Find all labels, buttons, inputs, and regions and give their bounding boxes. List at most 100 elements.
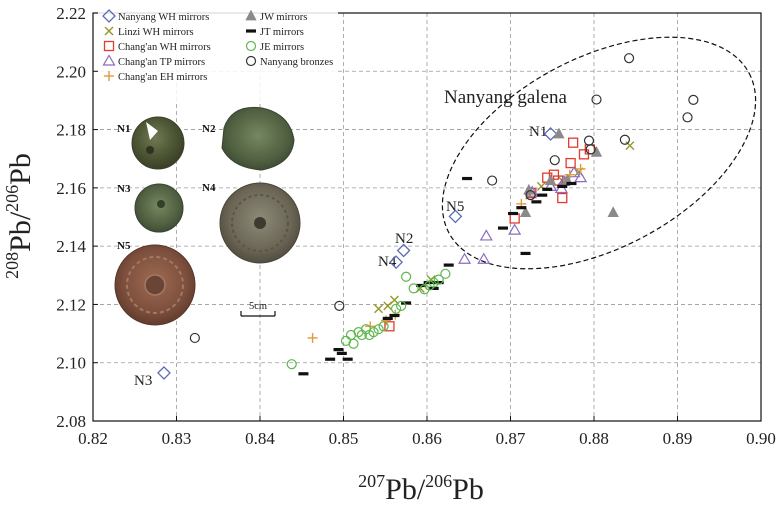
point-je — [368, 327, 379, 338]
y-axis-title: 208Pb/206Pb — [2, 153, 37, 279]
point-jt — [382, 316, 393, 321]
point-jt — [462, 176, 473, 181]
point-jt — [516, 206, 527, 210]
point-linzi_wh — [374, 304, 384, 314]
mirror-label-n4: N4 — [202, 182, 216, 194]
mirror-photo-n4: N4 — [202, 182, 301, 264]
point-je — [433, 274, 444, 285]
y-tick-label: 2.14 — [56, 237, 86, 256]
point-jt — [333, 348, 344, 352]
point-nanyang_bronzes — [189, 332, 200, 344]
point-jt — [497, 226, 508, 230]
point-jt — [520, 251, 531, 256]
point-jt — [336, 351, 347, 355]
point-nanyang_bronzes — [619, 134, 630, 145]
mirror-label-n3: N3 — [117, 183, 131, 195]
x-tick-label: 0.84 — [245, 429, 275, 448]
legend-label-jt: JT mirrors — [260, 27, 304, 38]
legend-label-jw: JW mirrors — [260, 12, 307, 23]
point-jt — [542, 187, 553, 191]
legend-label-je: JE mirrors — [260, 42, 304, 53]
mirror-photo-n2: N2 — [202, 106, 295, 171]
scale-bar: 5cm — [240, 301, 276, 317]
point-changan_eh — [575, 163, 586, 174]
point-jt — [531, 200, 542, 204]
point-changan_eh — [564, 169, 575, 180]
point-changan_wh — [509, 213, 520, 224]
point-je — [348, 338, 359, 349]
point-jt — [298, 372, 309, 376]
point-jw — [553, 127, 565, 139]
point-changan_tp — [458, 252, 472, 264]
series-nanyang_bronzes — [189, 53, 699, 344]
point-jw — [544, 174, 557, 185]
legend-marker-changan_tp — [102, 54, 116, 66]
series-nanyang_wh — [157, 127, 558, 380]
point-je — [378, 321, 389, 332]
legend-item-changan_eh: Chang'an EH mirrors — [104, 71, 207, 83]
x-tick-label: 0.88 — [579, 429, 609, 448]
point-nanyang_bronzes — [549, 155, 560, 166]
point-nanyang_bronzes — [334, 300, 345, 311]
point-nanyang_bronzes — [591, 94, 602, 105]
x-tick-label: 0.82 — [78, 429, 108, 448]
point-nanyang_wh — [448, 209, 463, 224]
point-changan_tp — [567, 166, 581, 178]
annotation-n5: N5 — [446, 199, 464, 215]
point-jt — [557, 184, 568, 188]
x-tick-label: 0.86 — [412, 429, 442, 448]
mirror-photo-n3: N3 — [117, 183, 184, 233]
point-jt — [443, 263, 454, 267]
y-tick-label: 2.18 — [56, 121, 86, 140]
point-linzi_wh — [625, 141, 635, 151]
axes: 0.82 0.83 0.84 0.85 0.86 0.87 0.88 0.89 0.90 2.08… — [56, 4, 776, 448]
point-jw — [607, 206, 619, 218]
legend-item-jw: JW mirrors — [245, 9, 307, 23]
series-je — [286, 268, 451, 370]
legend-marker-nanyang_bronzes — [245, 55, 257, 67]
point-nanyang_bronzes — [623, 53, 635, 64]
point-nanyang_bronzes — [487, 175, 498, 186]
legend-label-nanyang_bronzes: Nanyang bronzes — [260, 57, 333, 68]
x-axis-title: 207Pb/206Pb — [358, 471, 484, 506]
point-jt — [401, 301, 412, 305]
y-tick-label: 2.22 — [56, 4, 86, 23]
point-linzi_wh — [389, 295, 399, 305]
nanyang-galena-label: Nanyang galena — [444, 87, 567, 108]
annotation-n2: N2 — [395, 231, 413, 247]
legend-label-changan_wh: Chang'an WH mirrors — [118, 42, 211, 53]
mirror-photo-n5: N5 — [114, 240, 196, 326]
data-points — [157, 53, 699, 380]
point-je — [401, 271, 412, 282]
plot-frame — [92, 12, 762, 422]
grid-lines — [93, 13, 761, 421]
legend-marker-changan_wh — [103, 40, 115, 52]
point-jt — [342, 357, 353, 361]
point-nanyang_wh — [543, 127, 558, 141]
point-je — [408, 283, 419, 294]
point-jt — [389, 313, 400, 318]
point-nanyang_bronzes — [688, 94, 699, 105]
point-changan_tp — [508, 223, 522, 235]
legend-label-changan_eh: Chang'an EH mirrors — [118, 72, 207, 83]
point-changan_eh — [307, 332, 318, 343]
legend-item-changan_wh: Chang'an WH mirrors — [103, 40, 211, 53]
legend-marker-je — [245, 40, 257, 52]
point-changan_wh — [567, 137, 579, 148]
annotation-n1: N1 — [529, 124, 547, 140]
point-jt — [508, 211, 519, 216]
point-changan_wh — [384, 321, 395, 332]
point-nanyang_wh — [157, 365, 171, 380]
point-changan_wh — [557, 192, 568, 204]
legend-marker-linzi_wh — [104, 26, 114, 36]
legend-label-nanyang_wh: Nanyang WH mirrors — [118, 12, 209, 23]
legend-label-linzi_wh: Linzi WH mirrors — [118, 27, 194, 38]
legend-marker-jt — [246, 29, 256, 33]
point-changan_tp — [477, 252, 491, 264]
y-tick-label: 2.10 — [56, 354, 86, 373]
point-nanyang_bronzes — [585, 144, 596, 155]
mirror-photos-inset: N1 N2 N3 N4 N5 5cm — [114, 106, 301, 326]
point-changan_tp — [479, 229, 493, 241]
point-je — [391, 303, 402, 314]
